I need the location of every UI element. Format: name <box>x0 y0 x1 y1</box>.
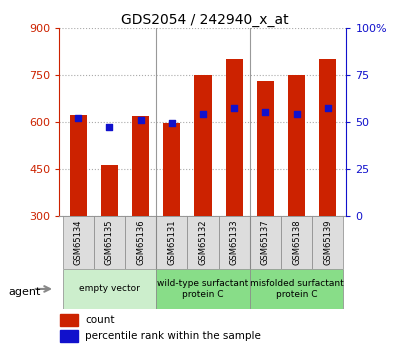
FancyBboxPatch shape <box>311 216 342 269</box>
Text: wild-type surfactant
protein C: wild-type surfactant protein C <box>157 279 248 299</box>
Text: GSM65136: GSM65136 <box>136 219 145 265</box>
Point <box>106 125 112 130</box>
Bar <box>70 115 87 216</box>
FancyBboxPatch shape <box>187 216 218 269</box>
Point <box>168 121 175 126</box>
FancyBboxPatch shape <box>156 216 187 269</box>
Bar <box>318 59 335 216</box>
FancyBboxPatch shape <box>94 216 125 269</box>
Bar <box>60 314 78 326</box>
Text: agent: agent <box>8 287 40 296</box>
Point <box>292 111 299 117</box>
FancyBboxPatch shape <box>218 216 249 269</box>
Bar <box>287 75 304 216</box>
Bar <box>163 122 180 216</box>
Text: GSM65138: GSM65138 <box>291 219 300 265</box>
Text: count: count <box>85 315 115 325</box>
Point <box>230 106 237 111</box>
Text: percentile rank within the sample: percentile rank within the sample <box>85 332 261 341</box>
Point <box>261 109 268 115</box>
Text: GSM65139: GSM65139 <box>322 220 331 265</box>
FancyBboxPatch shape <box>249 216 280 269</box>
FancyBboxPatch shape <box>156 269 249 309</box>
Text: GSM65134: GSM65134 <box>74 220 83 265</box>
Point <box>199 111 206 117</box>
FancyBboxPatch shape <box>280 216 311 269</box>
FancyBboxPatch shape <box>63 216 94 269</box>
Bar <box>225 59 242 216</box>
Text: GSM65132: GSM65132 <box>198 220 207 265</box>
Bar <box>60 330 78 342</box>
Point <box>137 117 144 122</box>
Text: empty vector: empty vector <box>79 284 139 294</box>
Bar <box>256 81 273 216</box>
Text: misfolded surfactant
protein C: misfolded surfactant protein C <box>249 279 343 299</box>
FancyBboxPatch shape <box>63 269 156 309</box>
Bar <box>194 75 211 216</box>
Point <box>75 115 81 121</box>
Bar <box>101 165 118 216</box>
Text: GSM65137: GSM65137 <box>260 219 269 265</box>
FancyBboxPatch shape <box>125 216 156 269</box>
FancyBboxPatch shape <box>249 269 342 309</box>
Text: GSM65135: GSM65135 <box>105 220 114 265</box>
Text: GSM65131: GSM65131 <box>167 220 176 265</box>
Point <box>324 106 330 111</box>
Text: GSM65133: GSM65133 <box>229 219 238 265</box>
Bar <box>132 116 149 216</box>
Text: GDS2054 / 242940_x_at: GDS2054 / 242940_x_at <box>121 13 288 27</box>
